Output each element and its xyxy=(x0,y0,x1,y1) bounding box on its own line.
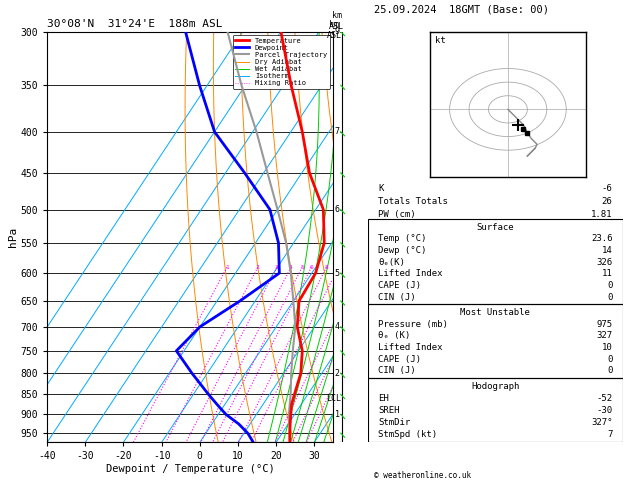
Text: 4: 4 xyxy=(289,265,293,270)
Legend: Temperature, Dewpoint, Parcel Trajectory, Dry Adiabat, Wet Adiabat, Isotherm, Mi: Temperature, Dewpoint, Parcel Trajectory… xyxy=(233,35,330,89)
Text: Hodograph: Hodograph xyxy=(471,382,520,391)
Text: Pressure (mb): Pressure (mb) xyxy=(378,320,448,329)
Text: K: K xyxy=(378,184,384,193)
Text: -52: -52 xyxy=(596,394,613,403)
Text: StmSpd (kt): StmSpd (kt) xyxy=(378,430,437,439)
Text: LCL: LCL xyxy=(326,394,341,403)
Text: © weatheronline.co.uk: © weatheronline.co.uk xyxy=(374,471,471,481)
X-axis label: Dewpoint / Temperature (°C): Dewpoint / Temperature (°C) xyxy=(106,464,275,474)
Text: km
ASL: km ASL xyxy=(326,20,342,40)
Text: 327°: 327° xyxy=(591,418,613,427)
Text: 14: 14 xyxy=(602,246,613,255)
Text: 0: 0 xyxy=(607,293,613,302)
Text: 326: 326 xyxy=(596,258,613,267)
Text: 10: 10 xyxy=(602,343,613,352)
Text: 0: 0 xyxy=(607,366,613,375)
Text: CAPE (J): CAPE (J) xyxy=(378,281,421,290)
Text: Surface: Surface xyxy=(477,223,514,232)
Text: 6: 6 xyxy=(309,265,313,270)
Text: 7: 7 xyxy=(607,430,613,439)
Text: Lifted Index: Lifted Index xyxy=(378,343,443,352)
Text: 1.81: 1.81 xyxy=(591,210,613,219)
Text: 975: 975 xyxy=(596,320,613,329)
Text: 0: 0 xyxy=(607,355,613,364)
Text: -30: -30 xyxy=(596,406,613,415)
Text: 2: 2 xyxy=(335,369,340,378)
Bar xyxy=(368,304,623,378)
Text: 327: 327 xyxy=(596,331,613,340)
Text: 9: 9 xyxy=(335,27,340,36)
Text: 0: 0 xyxy=(607,281,613,290)
Text: 5: 5 xyxy=(335,269,340,278)
Text: 11: 11 xyxy=(602,269,613,278)
Text: PW (cm): PW (cm) xyxy=(378,210,416,219)
Text: Totals Totals: Totals Totals xyxy=(378,197,448,206)
Text: 25.09.2024  18GMT (Base: 00): 25.09.2024 18GMT (Base: 00) xyxy=(374,5,549,15)
Text: kt: kt xyxy=(435,36,445,45)
Text: 8: 8 xyxy=(325,265,328,270)
Text: 7: 7 xyxy=(335,127,340,137)
Text: 3: 3 xyxy=(275,265,279,270)
Y-axis label: hPa: hPa xyxy=(8,227,18,247)
Text: θₑ(K): θₑ(K) xyxy=(378,258,405,267)
Text: EH: EH xyxy=(378,394,389,403)
Bar xyxy=(368,378,623,442)
Text: SREH: SREH xyxy=(378,406,399,415)
Text: θₑ (K): θₑ (K) xyxy=(378,331,410,340)
Text: CAPE (J): CAPE (J) xyxy=(378,355,421,364)
Text: 5: 5 xyxy=(300,265,304,270)
Text: 1: 1 xyxy=(335,410,340,419)
Text: 23.6: 23.6 xyxy=(591,234,613,243)
Text: Temp (°C): Temp (°C) xyxy=(378,234,426,243)
Text: 26: 26 xyxy=(602,197,613,206)
Text: km
ASL: km ASL xyxy=(329,11,344,31)
Text: Dewp (°C): Dewp (°C) xyxy=(378,246,426,255)
Text: 30°08'N  31°24'E  188m ASL: 30°08'N 31°24'E 188m ASL xyxy=(47,19,223,30)
Bar xyxy=(368,219,623,304)
Text: -6: -6 xyxy=(602,184,613,193)
Text: 6: 6 xyxy=(335,205,340,214)
Text: 4: 4 xyxy=(335,322,340,331)
Text: Most Unstable: Most Unstable xyxy=(460,308,530,317)
Text: 2: 2 xyxy=(256,265,260,270)
Text: CIN (J): CIN (J) xyxy=(378,366,416,375)
Text: Lifted Index: Lifted Index xyxy=(378,269,443,278)
Text: StmDir: StmDir xyxy=(378,418,410,427)
Text: 1: 1 xyxy=(225,265,229,270)
Text: CIN (J): CIN (J) xyxy=(378,293,416,302)
